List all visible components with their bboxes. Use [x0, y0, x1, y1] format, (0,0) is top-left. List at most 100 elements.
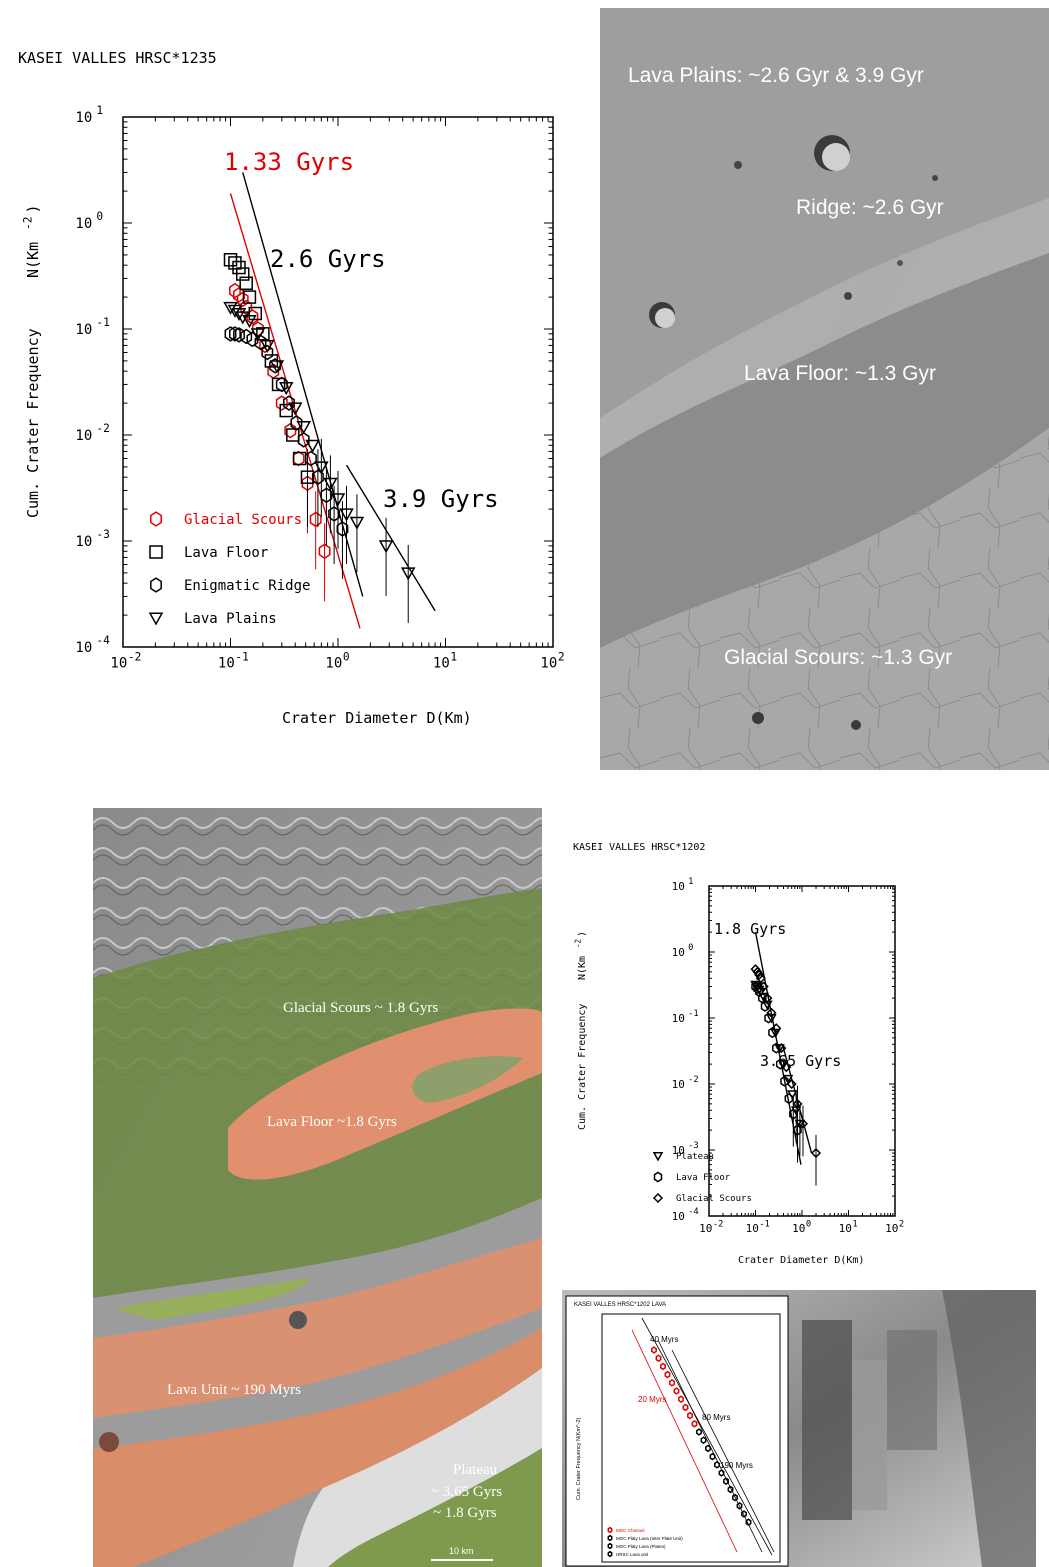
data-point	[776, 1043, 787, 1054]
geologic-map-labels: Glacial Scours ~ 1.8 Gyrs Lava Floor ~1.…	[167, 1000, 502, 1561]
data-point	[239, 276, 253, 291]
data-point	[768, 1027, 777, 1039]
y-axis-label-unit: N(Km	[577, 956, 588, 980]
inset-legend-marker	[607, 1542, 613, 1550]
data-point	[271, 377, 286, 392]
data-point	[314, 461, 329, 475]
mars-geologic-map: Glacial Scours ~ 1.8 Gyrs Lava Floor ~1.…	[93, 808, 542, 1567]
y-tick-label: 10	[75, 216, 92, 232]
x-tick-label: 10	[746, 1222, 759, 1235]
data-point	[278, 382, 294, 396]
y-tick-label: 10	[672, 1078, 685, 1091]
inset-data-point	[723, 1477, 729, 1486]
y-tick-label-exponent: 1	[688, 877, 693, 887]
chart-title: KASEI VALLES HRSC*1235	[18, 49, 217, 67]
data-point	[227, 304, 243, 318]
data-point	[242, 315, 257, 329]
x-tick-label: 10	[325, 655, 342, 671]
inset-data-point	[732, 1493, 738, 1502]
data-point	[781, 1062, 792, 1073]
x-tick-label-exponent: -2	[128, 650, 141, 663]
data-point	[766, 1007, 777, 1018]
label-glacial-scours: Glacial Scours ~ 1.8 Gyrs	[283, 1000, 438, 1016]
y-tick-label-exponent: -4	[688, 1207, 699, 1217]
data-point	[235, 311, 251, 325]
isochron-label: 1.33 Gyrs	[224, 148, 354, 176]
label-lava-floor: Lava Floor ~1.8 Gyrs	[267, 1114, 397, 1130]
data-point	[259, 337, 272, 354]
chart-1-panel: KASEI VALLES HRSC*1235 10 -2 10 -1 10 0 10 1 10 2 1…	[0, 0, 600, 760]
data-point	[311, 469, 324, 486]
isochron-line	[242, 172, 364, 597]
series-lava-plains	[223, 301, 416, 623]
chart-2-panel: KASEI VALLES HRSC*1202 10 -2 10 -1 10 0 10 1 10 2 1…	[555, 830, 1049, 1275]
inset-isochron-label: 190 Myrs	[720, 1461, 753, 1470]
inset-data-point	[664, 1370, 671, 1379]
legend-label: Enigmatic Ridge	[184, 578, 310, 594]
label-lava-plains: Lava Plains: ~2.6 Gyr & 3.9 Gyr	[628, 64, 924, 87]
data-point	[236, 291, 249, 308]
x-tick-label-exponent: -1	[235, 650, 248, 663]
label-glacial-scours: Glacial Scours: ~1.3 Gyr	[724, 646, 952, 669]
inset-data-point	[727, 1485, 734, 1494]
inset-isochron-line	[671, 1349, 775, 1553]
data-point	[323, 477, 338, 491]
y-tick-label: 10	[672, 880, 685, 893]
inset-chart: KASEI VALLES HRSC*1202 LAVA Cum. Crater F…	[574, 1302, 781, 1563]
y-tick-label: 10	[672, 1012, 685, 1025]
data-point	[780, 1075, 789, 1087]
inset-isochron-label: 80 Myrs	[702, 1413, 730, 1422]
data-point	[304, 450, 317, 467]
data-point	[300, 470, 315, 484]
label-plateau-age-2: ~ 1.8 Gyrs	[433, 1505, 497, 1521]
inset-data-point	[673, 1387, 680, 1395]
inset-data-point	[651, 1346, 657, 1354]
inset-isochron-label: 20 Myrs	[638, 1395, 666, 1404]
legend-marker	[652, 1192, 664, 1204]
data-point	[760, 1000, 770, 1012]
legend-label: Glacial Scours	[184, 512, 302, 528]
y-tick-label-exponent: 0	[688, 943, 693, 953]
legend-marker	[148, 612, 164, 626]
mars-image-with-inset-chart: KASEI VALLES HRSC*1202 LAVA Cum. Crater F…	[562, 1290, 1036, 1567]
legend-marker	[150, 511, 162, 527]
x-axis-label: Crater Diameter D(Km)	[282, 709, 472, 727]
data-point	[786, 1078, 797, 1090]
data-point	[240, 328, 253, 345]
data-point	[287, 402, 303, 416]
x-tick-label: 10	[792, 1222, 805, 1235]
data-point	[771, 1023, 782, 1034]
data-point	[231, 307, 247, 322]
data-point	[283, 395, 295, 411]
data-point	[296, 421, 312, 435]
inset-y-axis-label: Cum. Crater Frequency N(Km^-2)	[576, 1417, 582, 1500]
crater-icon	[649, 135, 938, 730]
data-point	[275, 376, 288, 393]
mars-image-1-labels: Lava Plains: ~2.6 Gyr & 3.9 Gyr Ridge: ~…	[628, 64, 952, 669]
mars-terrain-1: Lava Plains: ~2.6 Gyr & 3.9 Gyr Ridge: ~…	[600, 8, 1049, 770]
x-tick-label: 10	[218, 655, 235, 671]
legend-marker	[652, 1152, 664, 1162]
x-tick-label-exponent: 2	[899, 1219, 904, 1229]
data-point	[775, 1058, 785, 1070]
plot-frame	[122, 116, 554, 648]
isochron-line	[345, 464, 436, 612]
x-tick-label: 10	[110, 655, 127, 671]
data-point	[755, 973, 766, 984]
data-point	[330, 493, 346, 507]
legend-marker	[149, 545, 163, 559]
data-point	[235, 267, 250, 281]
y-tick-label: 10	[75, 428, 92, 444]
series-enigmatic-ridge	[224, 326, 349, 579]
geologic-map-svg: Glacial Scours ~ 1.8 Gyrs Lava Floor ~1.…	[93, 808, 542, 1567]
data-point	[260, 339, 275, 353]
inset-isochron-line	[641, 1317, 773, 1556]
x-tick-label-exponent: -2	[713, 1219, 724, 1229]
chart-title: KASEI VALLES HRSC*1202	[573, 842, 705, 853]
crater-icon	[289, 1311, 307, 1329]
x-tick-label-exponent: 2	[558, 650, 565, 663]
data-point	[248, 306, 263, 321]
data-point	[250, 328, 266, 342]
data-point	[242, 290, 257, 304]
